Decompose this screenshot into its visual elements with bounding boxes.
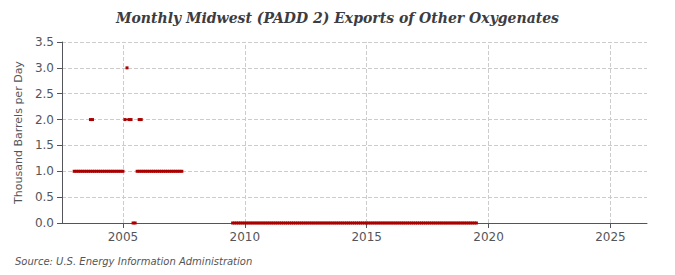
- svg-text:1.0: 1.0: [35, 164, 54, 178]
- svg-text:3.5: 3.5: [35, 35, 54, 49]
- svg-text:2025: 2025: [595, 230, 626, 244]
- svg-text:Monthly Midwest (PADD 2) Expor: Monthly Midwest (PADD 2) Exports of Othe…: [115, 10, 559, 26]
- svg-text:2.5: 2.5: [35, 87, 54, 101]
- svg-text:3.0: 3.0: [35, 61, 54, 75]
- svg-text:0.5: 0.5: [35, 190, 54, 204]
- svg-text:2.0: 2.0: [35, 113, 54, 127]
- svg-text:2015: 2015: [351, 230, 382, 244]
- svg-text:Thousand Barrels per Day: Thousand Barrels per Day: [12, 61, 25, 205]
- svg-text:Source: U.S. Energy Informatio: Source: U.S. Energy Information Administ…: [15, 256, 252, 267]
- svg-text:2010: 2010: [230, 230, 261, 244]
- svg-text:2005: 2005: [108, 230, 139, 244]
- svg-text:1.5: 1.5: [35, 138, 54, 152]
- svg-text:0.0: 0.0: [35, 216, 54, 230]
- svg-text:2020: 2020: [473, 230, 504, 244]
